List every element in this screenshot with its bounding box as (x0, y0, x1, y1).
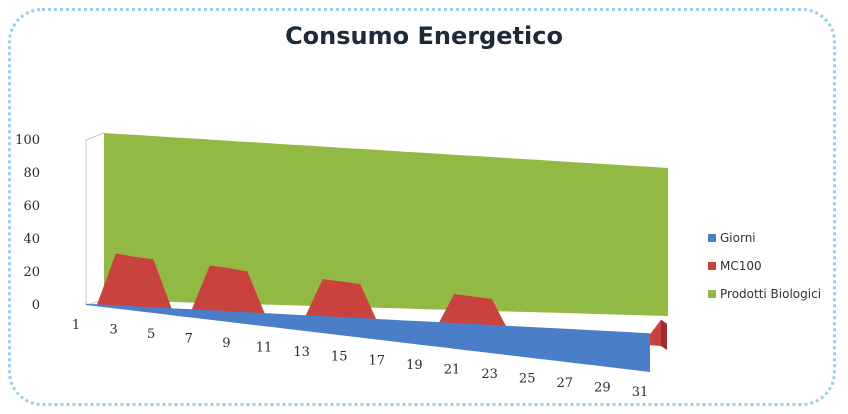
y-axis-ticks: 0 20 40 60 80 100 (15, 133, 40, 313)
legend-item: Giorni (708, 230, 756, 246)
legend-label: Giorni (720, 231, 756, 245)
y-tick-label: 60 (23, 199, 40, 214)
legend-item: MC100 (708, 258, 762, 274)
x-tick-label: 21 (444, 363, 461, 378)
x-tick-label: 9 (222, 336, 230, 351)
chart-walls (85, 132, 105, 306)
x-tick-label: 13 (293, 345, 310, 360)
series-prodotti-biologici-area (104, 133, 668, 316)
series-giorni-layer (86, 303, 650, 372)
x-tick-label: 31 (632, 385, 649, 400)
legend-swatch (708, 262, 716, 270)
y-tick-label: 0 (32, 298, 40, 313)
chart-title: Consumo Energetico (285, 22, 563, 50)
x-tick-label: 17 (369, 354, 386, 369)
y-tick-label: 40 (23, 232, 40, 247)
y-tick-label: 80 (23, 166, 40, 181)
x-tick-label: 3 (109, 322, 117, 337)
series-mc100-area (97, 253, 661, 346)
y-tick-label: 20 (23, 265, 40, 280)
x-tick-label: 27 (557, 376, 574, 391)
x-tick-label: 23 (481, 367, 498, 382)
x-tick-label: 25 (519, 372, 536, 387)
legend-swatch (708, 234, 716, 242)
x-tick-label: 29 (594, 381, 611, 396)
left-wall-top-edge (85, 132, 105, 141)
legend-item: Prodotti Biologici (708, 286, 821, 302)
series-mc100-layer (97, 253, 667, 350)
x-tick-label: 5 (147, 327, 155, 342)
y-tick-label: 100 (15, 133, 40, 148)
legend-label: MC100 (720, 259, 762, 273)
x-tick-label: 7 (185, 331, 193, 346)
x-tick-label: 15 (331, 349, 348, 364)
x-tick-label: 11 (256, 340, 273, 355)
legend-swatch (708, 290, 716, 298)
x-tick-label: 1 (72, 318, 80, 333)
x-tick-label: 19 (406, 358, 423, 373)
legend-label: Prodotti Biologici (720, 287, 822, 301)
series-prodotti-biologici-layer (104, 133, 668, 316)
x-axis-ticks: 1 3 5 7 9 11 13 15 17 19 21 23 25 27 29 31 (72, 318, 648, 400)
series-mc100-side (661, 319, 667, 350)
series-giorni-area (86, 303, 650, 372)
